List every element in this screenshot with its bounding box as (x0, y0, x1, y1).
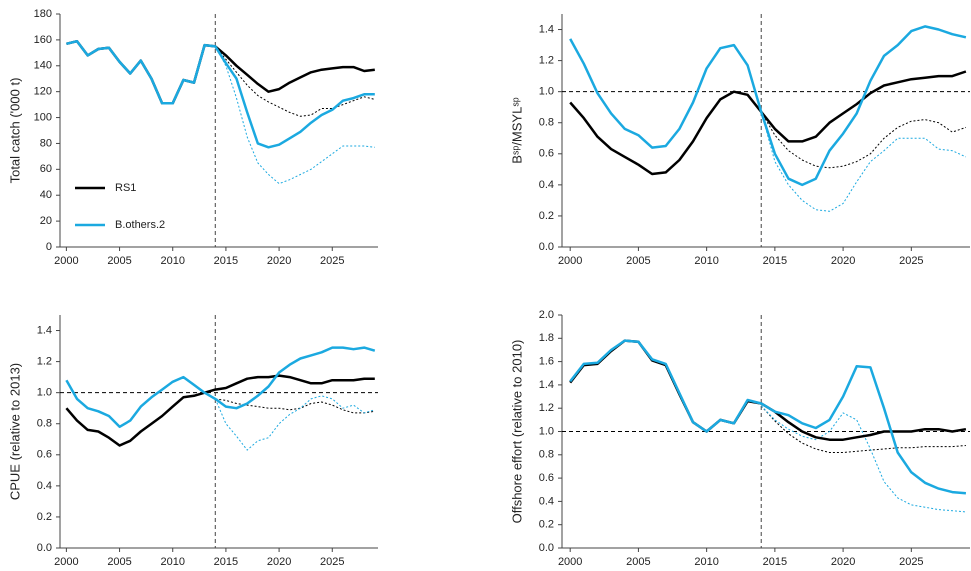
y-tick-label: 100 (34, 111, 52, 123)
y-tick-label: 0.6 (539, 472, 554, 484)
series-line (760, 111, 967, 169)
x-tick-label: 2005 (107, 556, 131, 568)
y-tick-label: 0.6 (539, 148, 554, 160)
series-line (214, 395, 375, 451)
y-tick-label: 140 (34, 60, 52, 72)
series-line (66, 39, 375, 149)
y-tick-label: 0.8 (37, 418, 52, 430)
series-line (569, 70, 967, 176)
series-line (65, 374, 375, 447)
y-axis-label: Bˢᵖ/MSYLˢᵖ (509, 97, 524, 163)
x-tick-label: 2025 (899, 255, 923, 267)
x-tick-label: 2000 (54, 255, 78, 267)
x-tick-label: 2025 (899, 556, 923, 568)
x-tick-label: 2020 (831, 556, 855, 568)
x-tick-label: 2000 (558, 556, 582, 568)
y-tick-label: 20 (40, 215, 52, 227)
y-tick-label: 1.4 (37, 324, 52, 336)
y-tick-label: 0.4 (539, 179, 554, 191)
x-tick-label: 2000 (558, 255, 582, 267)
series-line (569, 25, 967, 187)
y-tick-label: 40 (40, 189, 52, 201)
x-tick-label: 2020 (267, 255, 291, 267)
y-tick-label: 1.8 (539, 332, 554, 344)
y-tick-label: 1.2 (539, 55, 554, 67)
y-tick-label: 1.2 (37, 356, 52, 368)
y-tick-label: 1.0 (539, 425, 554, 437)
series-line (214, 46, 375, 117)
series-line (569, 339, 967, 441)
y-tick-label: 0.0 (539, 241, 554, 253)
x-tick-label: 2005 (626, 556, 650, 568)
x-tick-label: 2010 (694, 556, 718, 568)
x-tick-label: 2000 (54, 556, 78, 568)
y-tick-label: 1.4 (539, 379, 554, 391)
y-tick-label: 180 (34, 8, 52, 20)
y-tick-label: 0.6 (37, 449, 52, 461)
y-tick-label: 0 (46, 241, 52, 253)
x-tick-label: 2010 (160, 556, 184, 568)
legend-label: B.others.2 (115, 219, 165, 231)
x-tick-label: 2005 (107, 255, 131, 267)
y-tick-label: 60 (40, 163, 52, 175)
y-tick-label: 0.2 (539, 210, 554, 222)
series-line (760, 111, 967, 212)
x-tick-label: 2015 (214, 255, 238, 267)
x-tick-label: 2010 (160, 255, 184, 267)
x-tick-label: 2015 (763, 255, 787, 267)
y-tick-label: 0.8 (539, 449, 554, 461)
y-tick-label: 2.0 (539, 309, 554, 321)
x-tick-label: 2015 (214, 556, 238, 568)
y-tick-label: 1.2 (539, 402, 554, 414)
x-tick-label: 2015 (763, 556, 787, 568)
series-line (569, 339, 967, 495)
y-tick-label: 0.0 (37, 542, 52, 554)
x-tick-label: 2005 (626, 255, 650, 267)
x-tick-label: 2025 (320, 255, 344, 267)
y-tick-label: 0.8 (539, 117, 554, 129)
x-tick-label: 2020 (831, 255, 855, 267)
y-axis-label: Total catch ('000 t) (7, 78, 22, 184)
x-tick-label: 2010 (694, 255, 718, 267)
y-tick-label: 0.2 (539, 519, 554, 531)
legend-label: RS1 (115, 182, 136, 194)
y-tick-label: 0.4 (539, 495, 554, 507)
x-tick-label: 2025 (320, 556, 344, 568)
series-line (760, 405, 966, 513)
y-tick-label: 120 (34, 86, 52, 98)
y-axis-label: Offshore effort (relative to 2010) (509, 340, 524, 524)
y-tick-label: 0.0 (539, 542, 554, 554)
y-tick-label: 1.6 (539, 356, 554, 368)
y-tick-label: 80 (40, 137, 52, 149)
series-line (214, 46, 375, 185)
y-axis-label: CPUE (relative to 2013) (7, 363, 22, 500)
y-tick-label: 0.4 (37, 480, 52, 492)
series-line (66, 39, 375, 105)
y-tick-label: 1.0 (37, 387, 52, 399)
y-tick-label: 1.0 (539, 86, 554, 98)
y-tick-label: 1.4 (539, 23, 554, 35)
x-tick-label: 2020 (267, 556, 291, 568)
y-tick-label: 160 (34, 34, 52, 46)
y-tick-label: 0.2 (37, 511, 52, 523)
series-line (215, 398, 375, 414)
series-line (65, 346, 376, 429)
